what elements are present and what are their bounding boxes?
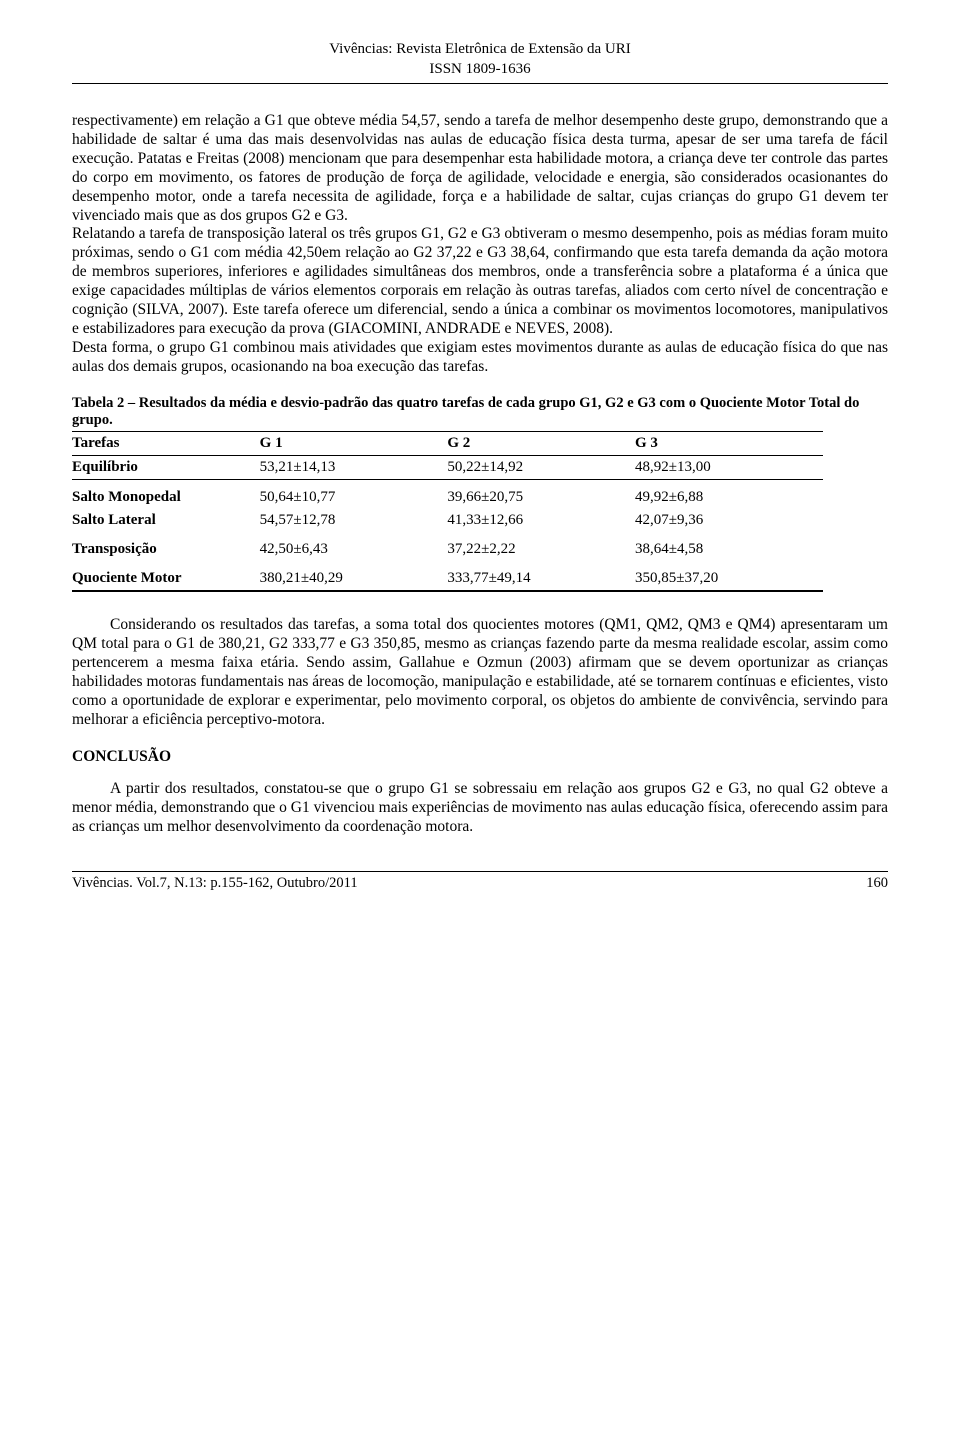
col-tarefas: Tarefas xyxy=(72,432,260,456)
row-label: Equilíbrio xyxy=(72,456,260,480)
header-rule xyxy=(72,83,888,84)
table-row: Quociente Motor 380,21±40,29 333,77±49,1… xyxy=(72,567,823,591)
journal-header: Vivências: Revista Eletrônica de Extensã… xyxy=(72,40,888,79)
col-g2: G 2 xyxy=(447,432,635,456)
journal-title: Vivências: Revista Eletrônica de Extensã… xyxy=(72,40,888,60)
table-caption: Tabela 2 – Resultados da média e desvio-… xyxy=(72,395,888,430)
table-row: Equilíbrio 53,21±14,13 50,22±14,92 48,92… xyxy=(72,456,823,480)
cell-g1: 53,21±14,13 xyxy=(260,456,448,480)
cell-g3: 48,92±13,00 xyxy=(635,456,823,480)
cell-g2: 37,22±2,22 xyxy=(447,538,635,561)
table-header-row: Tarefas G 1 G 2 G 3 xyxy=(72,432,823,456)
footer-citation: Vivências. Vol.7, N.13: p.155-162, Outub… xyxy=(72,875,358,892)
cell-g1: 50,64±10,77 xyxy=(260,486,448,509)
table-row: Salto Lateral 54,57±12,78 41,33±12,66 42… xyxy=(72,509,823,532)
cell-g3: 350,85±37,20 xyxy=(635,567,823,591)
cell-g3: 38,64±4,58 xyxy=(635,538,823,561)
footer-rule xyxy=(72,871,888,872)
cell-g1: 54,57±12,78 xyxy=(260,509,448,532)
page-footer: Vivências. Vol.7, N.13: p.155-162, Outub… xyxy=(72,875,888,892)
cell-g1: 380,21±40,29 xyxy=(260,567,448,591)
table-row: Salto Monopedal 50,64±10,77 39,66±20,75 … xyxy=(72,486,823,509)
col-g1: G 1 xyxy=(260,432,448,456)
conclusion-heading: CONCLUSÃO xyxy=(72,748,888,766)
table-row: Transposição 42,50±6,43 37,22±2,22 38,64… xyxy=(72,538,823,561)
cell-g2: 50,22±14,92 xyxy=(447,456,635,480)
row-label: Salto Monopedal xyxy=(72,486,260,509)
cell-g2: 39,66±20,75 xyxy=(447,486,635,509)
cell-g3: 42,07±9,36 xyxy=(635,509,823,532)
row-label: Quociente Motor xyxy=(72,567,260,591)
results-table: Tarefas G 1 G 2 G 3 Equilíbrio 53,21±14,… xyxy=(72,431,823,592)
paragraph-5: A partir dos resultados, constatou-se qu… xyxy=(72,780,888,837)
row-label: Transposição xyxy=(72,538,260,561)
paragraph-4: Considerando os resultados das tarefas, … xyxy=(72,616,888,729)
page-number: 160 xyxy=(866,875,888,892)
paragraph-1: respectivamente) em relação a G1 que obt… xyxy=(72,112,888,377)
cell-g2: 41,33±12,66 xyxy=(447,509,635,532)
cell-g3: 49,92±6,88 xyxy=(635,486,823,509)
col-g3: G 3 xyxy=(635,432,823,456)
row-label: Salto Lateral xyxy=(72,509,260,532)
cell-g2: 333,77±49,14 xyxy=(447,567,635,591)
journal-issn: ISSN 1809-1636 xyxy=(72,60,888,80)
cell-g1: 42,50±6,43 xyxy=(260,538,448,561)
